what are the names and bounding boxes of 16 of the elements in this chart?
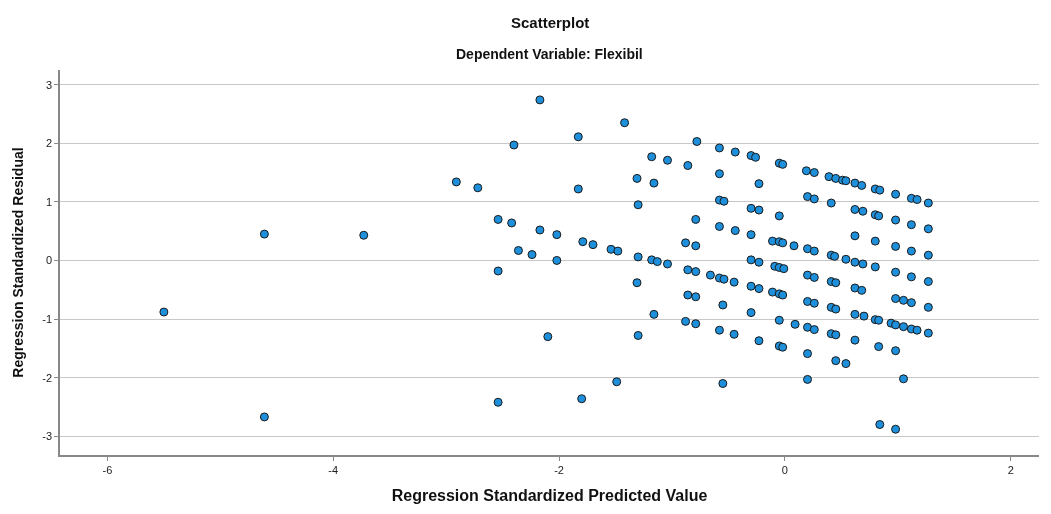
y-tick-label: 3 <box>45 78 53 91</box>
x-tick-label: -2 <box>554 463 564 476</box>
x-tick-label: -6 <box>102 463 113 476</box>
x-tick-label: 2 <box>1007 463 1014 476</box>
y-tick-label: 0 <box>45 254 53 267</box>
y-tick-label: -3 <box>42 430 53 443</box>
y-tick-label: -1 <box>42 312 53 325</box>
x-tick-label: 0 <box>781 463 788 476</box>
y-tick-label: 2 <box>45 137 53 150</box>
x-axis-title: Regression Standardized Predicted Value <box>391 487 708 505</box>
y-tick-label: -2 <box>42 371 53 384</box>
chart-subtitle: Dependent Variable: Flexibil <box>456 46 643 62</box>
chart-title: Scatterplot <box>511 14 590 31</box>
y-axis-title: Regression Standardized Residual <box>10 147 27 378</box>
y-tick-label: 1 <box>45 195 53 208</box>
x-tick-label: -4 <box>328 463 339 476</box>
